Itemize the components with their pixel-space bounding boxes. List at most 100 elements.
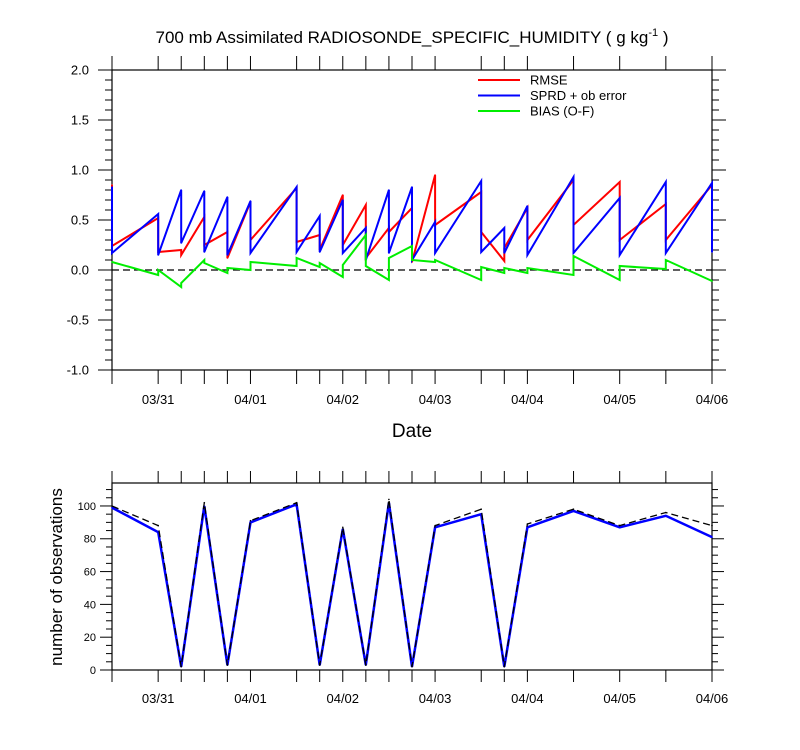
observations-possible-point	[665, 511, 667, 514]
sprd-ob-error-point	[388, 252, 390, 254]
observations-used-point	[711, 536, 713, 538]
y-tick-label: 1.0	[71, 163, 89, 178]
observations-possible-point	[180, 665, 182, 668]
sprd-ob-error-line	[111, 173, 713, 264]
observations-possible-point	[711, 524, 713, 527]
observations-possible-point	[157, 524, 159, 527]
bias-o-f-point	[411, 245, 413, 247]
bias-o-f-point	[365, 234, 367, 236]
observations-used-point	[111, 506, 113, 509]
bias-o-f-point	[711, 280, 713, 282]
y-tick-label: 0	[90, 665, 96, 677]
sprd-ob-error-point	[203, 190, 206, 192]
x-tick-label: 04/05	[603, 691, 636, 706]
rmse-point	[365, 204, 367, 206]
bias-o-f-point	[526, 272, 529, 274]
x-tick-label: 03/31	[142, 392, 175, 407]
rmse-point	[503, 260, 506, 262]
x-tick-label: 04/03	[419, 691, 452, 706]
observations-possible-point	[434, 524, 436, 527]
sprd-ob-error-point	[480, 251, 483, 253]
rmse-point	[180, 249, 182, 251]
bias-o-f-point	[572, 255, 575, 257]
x-tick-label: 04/02	[326, 392, 359, 407]
y-tick-label: -1.0	[67, 363, 89, 378]
bias-o-f-point	[503, 272, 506, 274]
y-tick-label: 1.5	[71, 113, 89, 128]
rmse-point	[111, 184, 113, 186]
sprd-ob-error-point	[318, 251, 321, 253]
bias-o-f-point	[388, 257, 390, 259]
bias-o-f-point	[365, 265, 367, 267]
x-tick-label: 04/04	[511, 392, 544, 407]
title-unit-exponent: -1	[648, 27, 658, 39]
sprd-ob-error-point	[503, 227, 506, 229]
observations-possible-point	[342, 526, 344, 529]
x-tick-label: 04/06	[696, 392, 729, 407]
sprd-ob-error-point	[665, 181, 667, 183]
bias-o-f-point	[203, 262, 206, 264]
sprd-ob-error-point	[318, 215, 321, 217]
observations-possible-point	[226, 664, 229, 666]
sprd-ob-error-point	[342, 252, 344, 254]
observations-possible-point	[318, 664, 321, 666]
observations-possible-point	[388, 498, 390, 501]
bias-o-f-point	[342, 276, 344, 278]
x-tick-label: 03/31	[142, 691, 175, 706]
rmse-point	[226, 257, 229, 259]
sprd-ob-error-point	[249, 252, 252, 254]
sprd-ob-error-point	[434, 221, 436, 223]
bias-o-f-point	[318, 262, 321, 264]
sprd-ob-error-point	[226, 196, 229, 198]
sprd-ob-error-point	[180, 189, 182, 191]
sprd-ob-error-point	[342, 199, 344, 201]
bias-o-f-point	[411, 259, 413, 261]
bias-o-f-point	[434, 259, 436, 261]
bias-o-f-point	[157, 269, 159, 271]
sprd-ob-error-point	[411, 186, 413, 188]
observations-used-point	[665, 515, 667, 517]
y-tick-label: 0.5	[71, 213, 89, 228]
observation-count-panel: 0 20 40 60 80 100 03/31 04/01 04/02 04/03 04/04 04/…	[78, 471, 728, 706]
y-tick-label: 0.0	[71, 263, 89, 278]
sprd-ob-error-point	[711, 251, 713, 253]
x-tick-label: 04/01	[234, 392, 267, 407]
sprd-ob-error-point	[572, 252, 575, 254]
bias-o-f-point	[180, 282, 182, 284]
bias-o-f-point	[226, 272, 229, 274]
legend-label-sprd-ob-error: SPRD + ob error	[530, 88, 627, 103]
sprd-ob-error-point	[226, 254, 229, 256]
observations-possible-point	[572, 508, 575, 511]
sprd-ob-error-point	[295, 186, 298, 188]
legend-label-rmse: RMSE	[530, 73, 568, 88]
sprd-ob-error-point	[526, 205, 529, 207]
y-tick-label: 40	[84, 599, 96, 611]
sprd-ob-error-point	[665, 252, 667, 254]
bias-o-f-point	[503, 267, 506, 269]
sprd-ob-error-point	[111, 186, 113, 188]
sprd-ob-error-point	[157, 254, 159, 256]
sprd-ob-error-point	[572, 176, 575, 178]
chart-title: 700 mb Assimilated RADIOSONDE_SPECIFIC_H…	[156, 27, 669, 47]
bias-o-f-point	[180, 286, 182, 288]
x-tick-label: 04/05	[603, 392, 636, 407]
y-axis-label: number of observations	[47, 488, 66, 666]
bias-o-f-point	[342, 264, 344, 266]
humidity-statistics-panel: 2.0 1.5 1.0 0.5 0.0 -0.5 -1.0 03/31 04/01 04/02 04…	[67, 56, 729, 407]
bias-o-f-point	[295, 265, 298, 267]
legend-label-bias-o-f: BIAS (O-F)	[530, 104, 594, 119]
y-tick-label: 20	[84, 632, 96, 644]
bias-o-f-point	[295, 257, 298, 259]
rmse-point	[434, 174, 436, 176]
x-axis-label: Date	[392, 421, 432, 442]
rmse-point	[342, 194, 344, 196]
observations-possible-point	[249, 519, 252, 522]
observations-used-point	[572, 510, 575, 512]
bias-o-f-point	[480, 266, 483, 268]
sprd-ob-error-point	[526, 254, 529, 256]
sprd-ob-error-point	[503, 252, 506, 254]
sprd-ob-error-point	[480, 180, 483, 182]
observations-possible-point	[480, 508, 483, 511]
